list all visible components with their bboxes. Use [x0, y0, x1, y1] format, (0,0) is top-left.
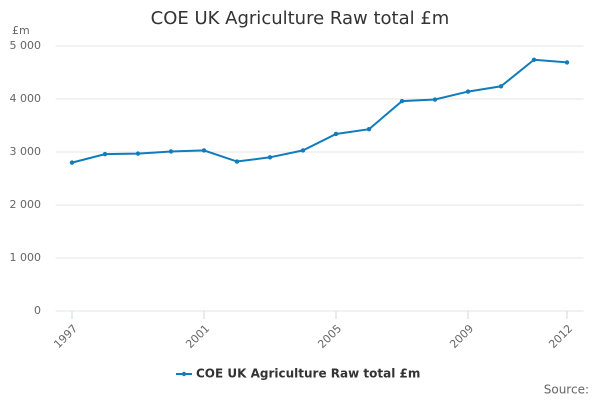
- line: [71, 58, 568, 164]
- point: [366, 127, 372, 132]
- point: [267, 155, 273, 160]
- point: [564, 60, 570, 65]
- point: [300, 148, 306, 153]
- point: [102, 151, 108, 157]
- y-tick-label: 2 000: [10, 198, 42, 211]
- y-tick-label: 1 000: [10, 251, 42, 264]
- x-tick-label: 1997: [51, 322, 80, 351]
- point: [399, 98, 405, 104]
- y-tick-label: 0: [34, 304, 41, 317]
- x-tick-label: 2001: [183, 322, 212, 351]
- point: [531, 57, 537, 62]
- x-tick-label: 2005: [315, 322, 344, 351]
- point: [201, 148, 207, 153]
- y-tick-label: 3 000: [10, 145, 42, 158]
- point: [69, 160, 75, 165]
- point: [135, 151, 141, 156]
- point: [465, 89, 471, 94]
- point: [333, 131, 339, 137]
- y-tick-label: 4 000: [10, 92, 42, 105]
- x-tick-label: 2009: [447, 322, 476, 351]
- legend-label: COE UK Agriculture Raw total £m: [196, 367, 420, 381]
- y-tick-label: 5 000: [10, 39, 42, 52]
- point: [432, 97, 438, 102]
- point: [498, 84, 504, 89]
- chart-title: COE UK Agriculture Raw total £m: [151, 8, 450, 29]
- y-axis-label: £m: [12, 24, 30, 37]
- legend-marker: [181, 371, 187, 377]
- x-tick-label: 2012: [546, 322, 575, 351]
- point: [168, 149, 174, 154]
- point: [234, 159, 240, 164]
- source: Source:: [544, 383, 589, 397]
